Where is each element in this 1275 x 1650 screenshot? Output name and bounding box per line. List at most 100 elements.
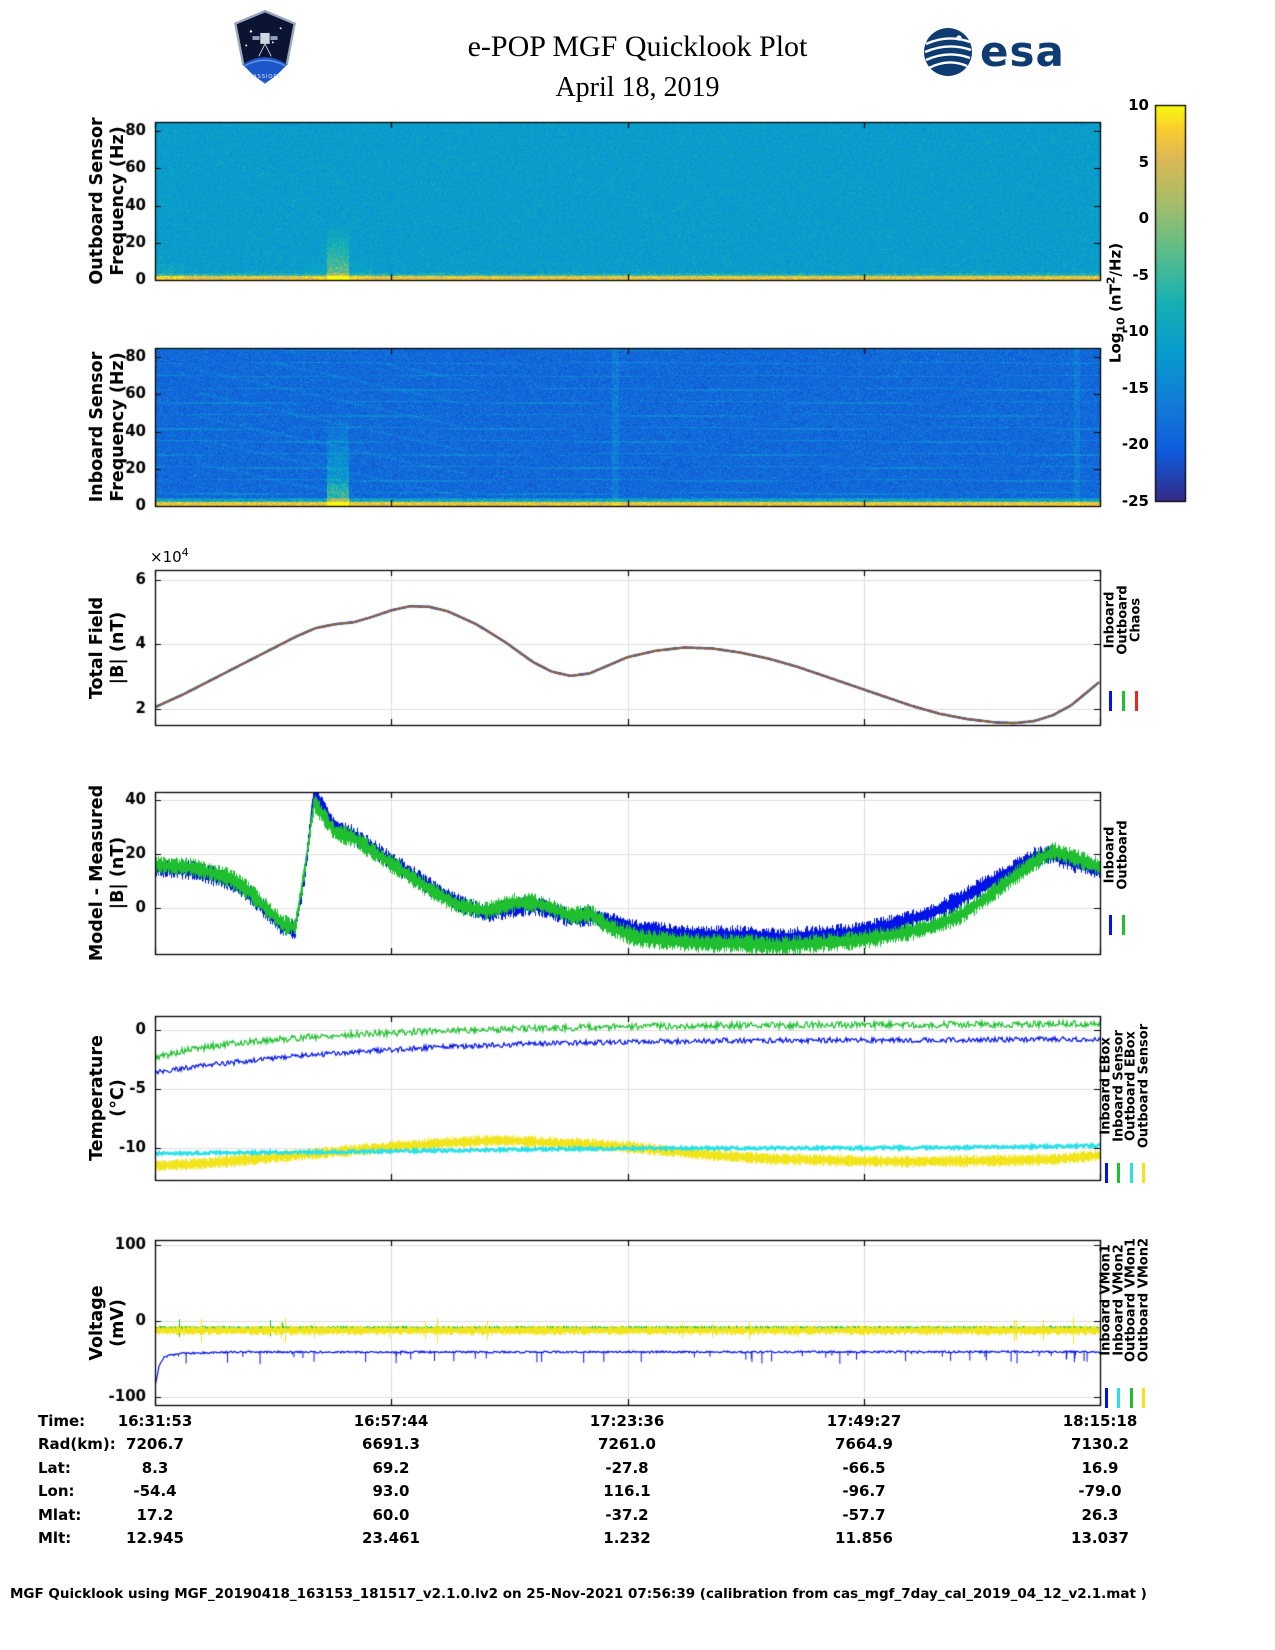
table-cell: 26.3 — [1081, 1505, 1119, 1524]
table-cell: 11.856 — [835, 1529, 893, 1547]
y-axis-label: Outboard Sensor Frequency (Hz) — [87, 117, 129, 284]
table-cell: 16.9 — [1081, 1458, 1119, 1477]
y-axis-label-line: Voltage — [87, 1284, 107, 1361]
legend-label-outboard-vmon2: Outboard VMon2 — [1136, 1237, 1151, 1363]
esa-wordmark: esa — [980, 27, 1065, 76]
y-axis-label-line: Model - Measured — [87, 784, 107, 962]
legend-dash-outboard-sensor — [1142, 1163, 1145, 1183]
esa-logo: esa — [922, 26, 1065, 78]
y-axis-label: Inboard Sensor Frequency (Hz) — [87, 352, 129, 503]
table-cell: 16:31:53 — [117, 1412, 193, 1430]
footer-note: MGF Quicklook using MGF_20190418_163153_… — [10, 1586, 1147, 1602]
table-cell: 7261.0 — [598, 1435, 656, 1454]
y-axis-exponent: ×104 — [150, 546, 189, 566]
table-cell: 116.1 — [603, 1482, 651, 1501]
outboard-spectrogram-canvas — [40, 96, 1160, 298]
y-axis-label-line: |B| (nT) — [108, 836, 128, 910]
legend-dash-inboard-sensor — [1117, 1163, 1120, 1183]
table-row-label-lon-: Lon: — [38, 1482, 75, 1501]
table-cell: 7130.2 — [1071, 1435, 1129, 1454]
model-measured-panel: Model - Measured |B| (nT) Inboard Outboard — [40, 766, 1160, 972]
legend-label-outboard: Outboard — [1115, 820, 1131, 890]
legend-label-outboard-sensor: Outboard Sensor — [1136, 1023, 1151, 1149]
table-cell: 69.2 — [372, 1458, 410, 1477]
total-field-canvas — [40, 544, 1160, 743]
table-cell: -79.0 — [1078, 1482, 1122, 1501]
colorbar-tick: 10 — [1128, 96, 1149, 114]
table-cell: 7664.9 — [835, 1435, 893, 1454]
voltage-panel: Voltage (mV) Inboard VMon1 Inboard VMon2 Out… — [40, 1214, 1160, 1423]
table-cell: 17.2 — [136, 1505, 174, 1524]
legend-dash-outboard-vmon1 — [1129, 1388, 1133, 1408]
legend-dash-outboard — [1121, 691, 1125, 711]
legend-dash-outboard-ebox — [1129, 1163, 1133, 1183]
table-cell: 13.037 — [1071, 1529, 1129, 1547]
table-row-label-mlat-: Mlat: — [38, 1505, 82, 1524]
y-axis-label-line: Outboard Sensor — [87, 117, 107, 285]
table-cell: -37.2 — [605, 1505, 649, 1524]
table-cell: 17:23:36 — [589, 1412, 665, 1430]
table-cell: 60.0 — [372, 1505, 410, 1524]
table-cell: 93.0 — [372, 1482, 410, 1501]
y-axis-label-line: (°C) — [108, 1079, 128, 1117]
y-axis-label: Temperature (°C) — [87, 1035, 129, 1161]
voltage-canvas — [40, 1214, 1160, 1423]
legend-dash-inboard — [1108, 691, 1112, 711]
legend-dash-outboard-vmon2 — [1142, 1388, 1145, 1408]
y-axis-label-line: Frequency (Hz) — [108, 352, 128, 502]
colorbar-canvas — [1095, 93, 1220, 533]
legend-dash-inboard — [1108, 915, 1112, 935]
model-measured-canvas — [40, 766, 1160, 972]
outboard-spectrogram-panel: Outboard Sensor Frequency (Hz) — [40, 96, 1160, 298]
svg-text:CASSIOPE: CASSIOPE — [248, 74, 281, 80]
table-row-label-time-: Time: — [38, 1412, 86, 1430]
colorbar: 10 5 0 -5 -10 -15 -20 -25 Log10 (nT2/Hz) — [1095, 93, 1220, 533]
inboard-spectrogram-canvas — [40, 322, 1160, 524]
y-axis-label-line: Frequency (Hz) — [108, 126, 128, 276]
colorbar-tick: -25 — [1121, 492, 1149, 510]
inboard-spectrogram-panel: Inboard Sensor Frequency (Hz) — [40, 322, 1160, 524]
colorbar-tick: -20 — [1121, 435, 1149, 454]
table-cell: 7206.7 — [126, 1435, 184, 1454]
legend-dash-outboard — [1121, 915, 1125, 935]
table-cell: -54.4 — [133, 1482, 177, 1501]
colorbar-tick: 0 — [1138, 209, 1149, 228]
table-cell: 16:57:44 — [353, 1412, 429, 1430]
legend-dash-chaos — [1134, 691, 1138, 711]
colorbar-tick: -10 — [1121, 322, 1149, 341]
table-cell: -96.7 — [842, 1482, 886, 1501]
table-cell: 8.3 — [141, 1458, 169, 1477]
y-axis-label-line: Inboard Sensor — [87, 351, 107, 503]
table-cell: 17:49:27 — [826, 1412, 902, 1430]
table-cell: 6691.3 — [362, 1435, 420, 1454]
table-cell: -57.7 — [842, 1505, 886, 1524]
colorbar-tick: 5 — [1138, 152, 1149, 171]
table-cell: -66.5 — [842, 1458, 886, 1477]
colorbar-label: Log10 (nT2/Hz) — [1104, 242, 1128, 364]
figure-titles: e-POP MGF Quicklook Plot April 18, 2019 — [0, 30, 1275, 104]
figure-title: e-POP MGF Quicklook Plot — [467, 30, 808, 63]
table-cell: 12.945 — [126, 1529, 184, 1547]
legend-dash-inboard-vmon1 — [1104, 1388, 1108, 1408]
table-row-label-rad-km-: Rad(km): — [38, 1435, 116, 1454]
y-axis-label: Model - Measured |B| (nT) — [87, 785, 129, 961]
cassiope-logo: CASSIOPE — [226, 8, 304, 86]
temperature-canvas — [40, 990, 1160, 1198]
table-row-label-mlt-: Mlt: — [38, 1529, 72, 1547]
colorbar-tick: -15 — [1121, 378, 1149, 397]
cassiope-mission-patch-icon: CASSIOPE — [234, 9, 296, 85]
y-axis-label: Total Field |B| (nT) — [87, 596, 129, 698]
y-axis-label: Voltage (mV) — [87, 1285, 129, 1360]
y-axis-label-line: Temperature — [87, 1035, 107, 1161]
y-axis-label-line: Total Field — [87, 596, 107, 699]
table-cell: 1.232 — [603, 1529, 651, 1547]
temperature-panel: Temperature (°C) Inboard EBox Inboard Senso… — [40, 990, 1160, 1198]
table-cell: 18:15:18 — [1062, 1412, 1138, 1430]
legend-dash-inboard-vmon2 — [1117, 1388, 1120, 1408]
colorbar-tick: -5 — [1132, 265, 1149, 284]
legend-dash-inboard-ebox — [1104, 1163, 1108, 1183]
y-axis-label-line: |B| (nT) — [108, 611, 128, 684]
table-cell: 23.461 — [362, 1529, 420, 1547]
esa-globe-icon — [924, 28, 972, 76]
